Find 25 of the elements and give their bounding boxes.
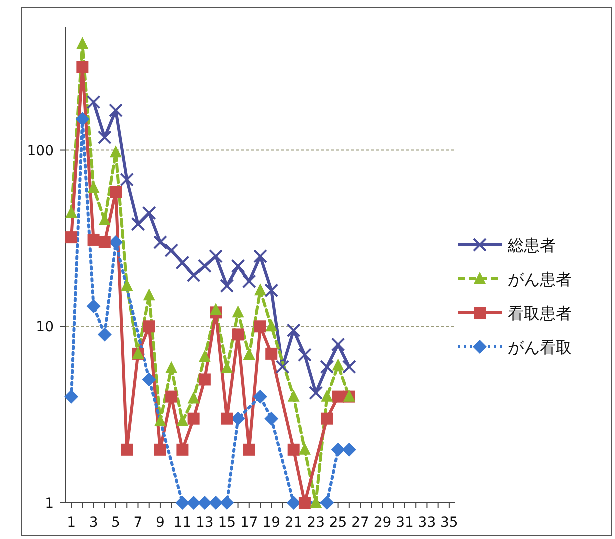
- x-tick-label: 35: [440, 515, 458, 531]
- x-tick-label: 13: [196, 515, 214, 531]
- x-tick-label: 29: [374, 515, 392, 531]
- y-tick-label: 1: [45, 496, 54, 512]
- y-tick-label: 100: [27, 143, 54, 160]
- legend-label: がん患者: [508, 270, 572, 289]
- x-tick-label: 1: [67, 515, 76, 531]
- x-tick-label: 33: [418, 515, 436, 531]
- x-tick-label: 9: [156, 515, 165, 531]
- x-tick-label: 5: [112, 515, 120, 531]
- x-tick-label: 23: [307, 515, 325, 531]
- legend-label: 看取患者: [508, 304, 572, 323]
- x-tick-label: 25: [329, 515, 348, 531]
- x-tick-label: 17: [240, 515, 258, 531]
- x-tick-label: 27: [352, 515, 370, 531]
- y-tick-label: 10: [36, 320, 54, 336]
- x-tick-label: 15: [218, 515, 236, 531]
- legend-label: 総患者: [507, 236, 556, 255]
- x-tick-label: 21: [284, 515, 303, 531]
- x-tick-label: 7: [134, 515, 143, 531]
- x-tick-label: 19: [262, 515, 281, 531]
- legend-label: がん看取: [508, 338, 572, 357]
- x-tick-label: 11: [174, 515, 192, 531]
- x-tick-label: 3: [89, 515, 98, 531]
- x-tick-label: 31: [396, 515, 414, 531]
